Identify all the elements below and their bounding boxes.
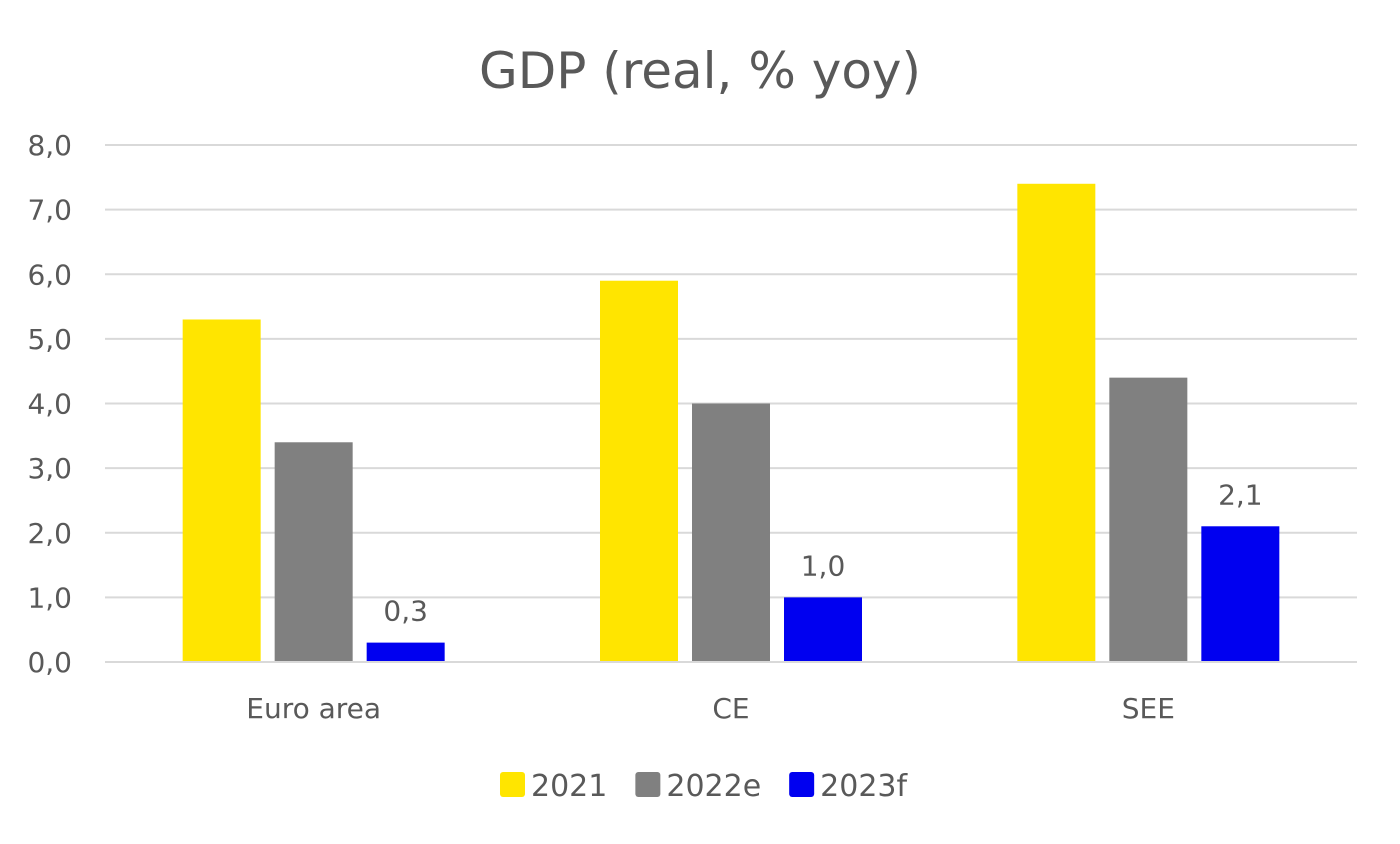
bar-2023f-see — [1201, 526, 1280, 662]
y-tick-label: 4,0 — [27, 388, 72, 421]
bar-2023f-euro-area — [366, 642, 445, 662]
legend-label: 2021 — [531, 769, 607, 804]
bar-2021-ce — [600, 280, 678, 662]
legend-swatch — [500, 772, 525, 797]
legend-swatch — [635, 772, 661, 797]
chart-title: GDP (real, % yoy) — [479, 42, 921, 100]
bars: 0,3 1,0 2,1 — [182, 183, 1280, 662]
legend-label: 2023f — [820, 769, 908, 804]
x-tick-label: SEE — [1122, 692, 1175, 725]
y-tick-label: 0,0 — [27, 646, 72, 679]
y-tick-label: 5,0 — [27, 323, 72, 356]
y-tick-label: 8,0 — [27, 129, 72, 162]
legend: 2021 2022e 2023f — [500, 769, 909, 804]
x-axis: Euro area CE SEE — [105, 661, 1357, 725]
x-tick-label: CE — [712, 692, 749, 725]
y-tick-label: 3,0 — [27, 452, 72, 485]
legend-label: 2022e — [666, 769, 761, 804]
data-label: 1,0 — [801, 549, 846, 582]
bar-2022e-euro-area — [274, 442, 353, 662]
x-tick-label: Euro area — [246, 692, 381, 725]
legend-swatch — [789, 772, 815, 797]
bar-2022e-see — [1109, 377, 1188, 662]
y-tick-label: 7,0 — [27, 194, 72, 227]
y-axis: 0,0 1,0 2,0 3,0 4,0 5,0 6,0 7,0 8,0 — [27, 129, 72, 679]
bar-2021-see — [1017, 183, 1096, 662]
y-tick-label: 1,0 — [27, 581, 72, 614]
data-label: 2,1 — [1218, 478, 1263, 511]
bar-2021-euro-area — [182, 319, 261, 662]
bar-2022e-ce — [692, 403, 770, 662]
y-tick-label: 6,0 — [27, 258, 72, 291]
bar-2023f-ce — [784, 597, 862, 662]
data-label: 0,3 — [383, 595, 428, 628]
y-tick-label: 2,0 — [27, 517, 72, 550]
